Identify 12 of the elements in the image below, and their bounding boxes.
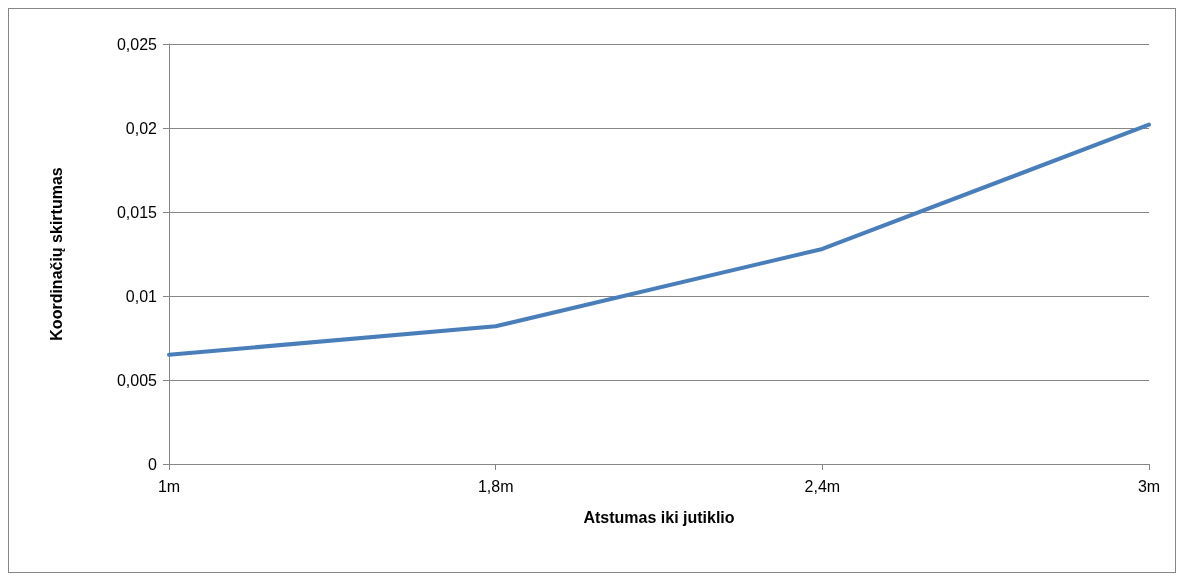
x-tick-label: 1,8m: [477, 477, 514, 495]
x-tick-label: 2,4m: [804, 477, 841, 495]
x-axis-title: Atstumas iki jutiklio: [583, 508, 735, 526]
y-tick-label: 0,01: [125, 287, 158, 305]
y-tick-label: 0,025: [116, 35, 158, 53]
y-axis-title: Koordinačių skirtumas: [47, 167, 65, 341]
x-tick-label: 3m: [1137, 477, 1161, 495]
y-tick-label: 0: [148, 455, 158, 473]
y-tick-label: 0,015: [116, 203, 158, 221]
y-tick-label: 0,005: [116, 371, 158, 389]
y-tick-label: 0,02: [125, 119, 158, 137]
x-tick-label: 1m: [157, 477, 181, 495]
